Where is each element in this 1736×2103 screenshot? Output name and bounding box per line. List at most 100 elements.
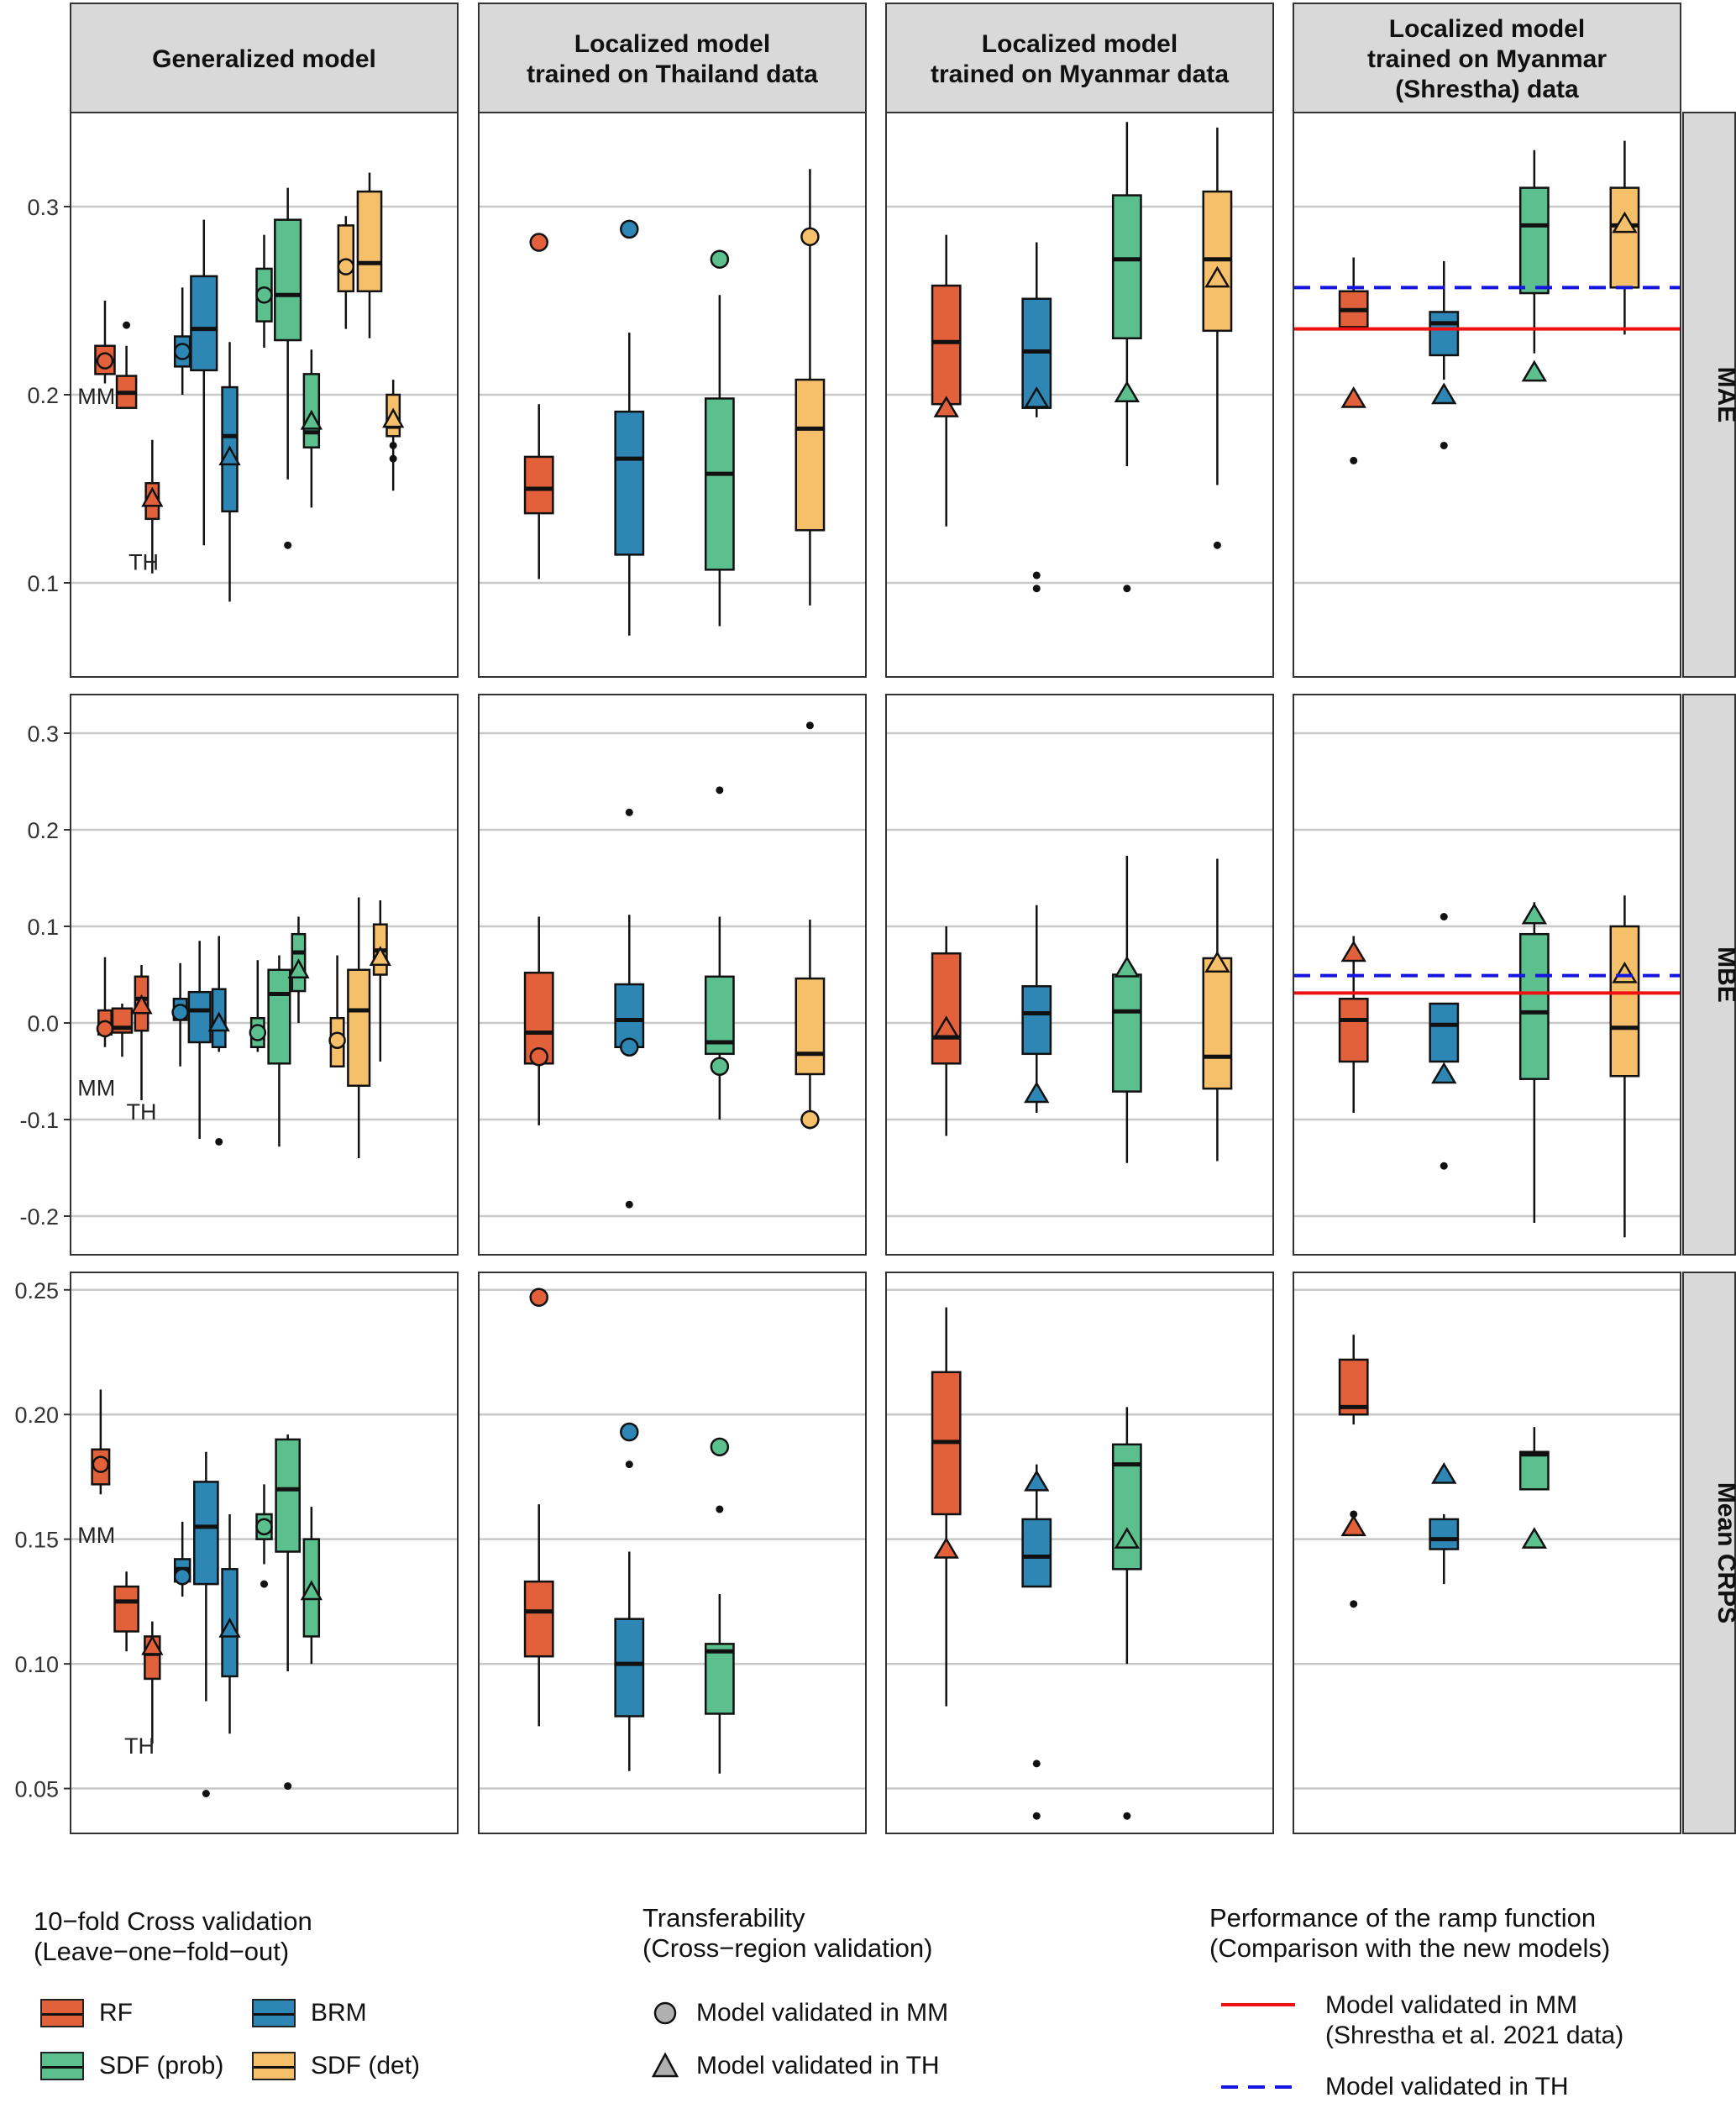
panel-border xyxy=(70,694,459,1256)
th-validation-marker xyxy=(382,407,405,428)
sdf-det-swatch xyxy=(252,2052,296,2080)
mm-validation-marker xyxy=(620,1422,639,1442)
th-validation-marker xyxy=(130,994,153,1015)
outlier-point xyxy=(625,1461,633,1469)
y-tick-label: -0.1 xyxy=(19,1108,59,1133)
column-strip-label: Localized model xyxy=(982,30,1177,58)
panel-border xyxy=(885,694,1274,1256)
box xyxy=(113,1585,139,1633)
y-tick-label: 0.1 xyxy=(27,915,59,940)
box xyxy=(1202,957,1233,1090)
panel-border xyxy=(478,694,867,1256)
panel-border xyxy=(1293,1272,1681,1834)
row-strip-label: MAE xyxy=(1712,367,1736,423)
panel-border xyxy=(885,1272,1274,1834)
box xyxy=(1429,311,1460,357)
legend-cv-title: 10−fold Cross validation (Leave−one−fold… xyxy=(34,1906,312,1966)
legend-item-rf: RF xyxy=(40,1999,133,2027)
outlier-point xyxy=(1440,1162,1448,1170)
th-validation-marker xyxy=(1431,1062,1457,1084)
th-validation-marker xyxy=(1024,1081,1050,1104)
th-validation-marker xyxy=(1114,380,1141,403)
outlier-point xyxy=(625,808,633,816)
brm-swatch xyxy=(252,1999,296,2027)
outlier-point xyxy=(716,1505,724,1513)
th-validation-marker xyxy=(1612,961,1638,983)
box xyxy=(795,977,826,1076)
legend-item-ramp-mm: Model validated in MM (Shrestha et al. 2… xyxy=(1218,1990,1623,2051)
mm-validation-marker xyxy=(255,1518,273,1536)
box xyxy=(1111,973,1142,1093)
outlier-point xyxy=(1032,1759,1041,1768)
mm-validation-marker xyxy=(710,1057,730,1076)
legend-label: Model validated in MM (Shrestha et al. 2… xyxy=(1325,1991,1624,2049)
th-validation-marker xyxy=(300,1580,323,1601)
sdf-prob-swatch xyxy=(40,2052,84,2080)
mm-validation-marker xyxy=(800,227,820,247)
y-tick-label: -0.2 xyxy=(19,1204,59,1230)
th-validation-marker xyxy=(207,1011,230,1032)
y-tick-label: 0.3 xyxy=(27,195,59,220)
th-validation-marker xyxy=(1521,1527,1548,1549)
legend-item-sdf-prob: SDF (prob) xyxy=(40,2052,223,2080)
y-tick-label: 0.20 xyxy=(14,1403,59,1428)
outlier-point xyxy=(1440,913,1448,920)
outlier-point xyxy=(1213,541,1221,549)
panel-annotation: MM xyxy=(77,1075,115,1100)
mm-validation-marker xyxy=(710,1437,730,1457)
mm-validation-marker xyxy=(255,286,273,304)
outlier-point xyxy=(389,454,397,463)
y-tick-label: 0.05 xyxy=(14,1777,59,1802)
box xyxy=(1021,985,1052,1056)
mm-validation-marker xyxy=(173,343,191,360)
th-validation-marker xyxy=(1431,1462,1457,1484)
mm-validation-marker xyxy=(96,352,114,370)
column-strip-label: trained on Myanmar data xyxy=(931,60,1229,88)
box xyxy=(523,455,554,515)
outlier-point xyxy=(284,1782,292,1791)
th-validation-marker xyxy=(141,1634,164,1655)
outlier-point xyxy=(1350,1600,1358,1608)
panel-annotation: MM xyxy=(77,1523,115,1548)
th-validation-marker xyxy=(1612,211,1638,233)
box xyxy=(614,410,645,556)
panel-annotation: TH xyxy=(124,1733,155,1759)
column-strip-label: trained on Myanmar xyxy=(1367,45,1607,73)
th-validation-marker xyxy=(1340,386,1366,408)
th-validation-marker xyxy=(369,946,391,967)
panel-border xyxy=(1293,112,1681,678)
row-strip xyxy=(1682,1272,1736,1834)
th-validation-marker xyxy=(1204,951,1230,973)
mm-validation-marker xyxy=(328,1031,346,1049)
mm-validation-marker xyxy=(620,219,639,239)
mm-validation-marker xyxy=(337,258,355,275)
column-strip xyxy=(70,3,459,113)
legend-label: Model validated in TH xyxy=(1325,2073,1569,2100)
mm-validation-marker xyxy=(800,1109,820,1130)
outlier-point xyxy=(1440,441,1448,449)
box xyxy=(1518,932,1550,1080)
box xyxy=(1518,186,1550,295)
th-validation-marker xyxy=(1340,940,1366,962)
column-strip xyxy=(885,3,1274,113)
outlier-point xyxy=(215,1137,223,1146)
legend-label: SDF (prob) xyxy=(99,2052,224,2079)
th-validation-marker xyxy=(1431,382,1457,405)
outlier-point xyxy=(260,1580,268,1588)
box xyxy=(356,190,383,293)
mm-validation-marker xyxy=(173,1567,191,1586)
panel-border xyxy=(70,1272,459,1834)
legend-item-brm: BRM xyxy=(252,1999,367,2027)
column-strip-label: Localized model xyxy=(574,30,770,58)
legend-item-mm-circle: Model validated in MM xyxy=(651,1999,948,2027)
mm-validation-marker xyxy=(96,1020,114,1038)
dashed-blue-line-icon xyxy=(1221,2085,1295,2089)
legend: 10−fold Cross validation (Leave−one−fold… xyxy=(0,1903,1736,2103)
legend-item-ramp-th: Model validated in TH xyxy=(1218,2073,1569,2101)
th-validation-marker xyxy=(141,486,164,507)
legend-label: Model validated in MM xyxy=(696,1999,949,2027)
outlier-point xyxy=(389,441,397,449)
row-strip xyxy=(1682,112,1736,678)
th-validation-marker xyxy=(1024,386,1050,408)
panel-annotation: TH xyxy=(128,549,159,574)
